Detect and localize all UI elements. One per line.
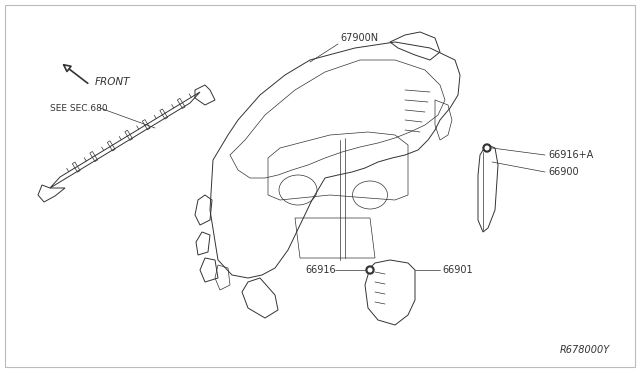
Text: FRONT: FRONT xyxy=(95,77,131,87)
Circle shape xyxy=(368,268,372,272)
Text: SEE SEC.680: SEE SEC.680 xyxy=(50,103,108,112)
Text: 66916+A: 66916+A xyxy=(548,150,593,160)
Text: 66916: 66916 xyxy=(305,265,335,275)
Circle shape xyxy=(483,144,491,152)
Text: 67900N: 67900N xyxy=(340,33,378,43)
Text: 66900: 66900 xyxy=(548,167,579,177)
Circle shape xyxy=(366,266,374,274)
Text: 66901: 66901 xyxy=(442,265,472,275)
Text: R678000Y: R678000Y xyxy=(560,345,610,355)
Circle shape xyxy=(485,146,489,150)
